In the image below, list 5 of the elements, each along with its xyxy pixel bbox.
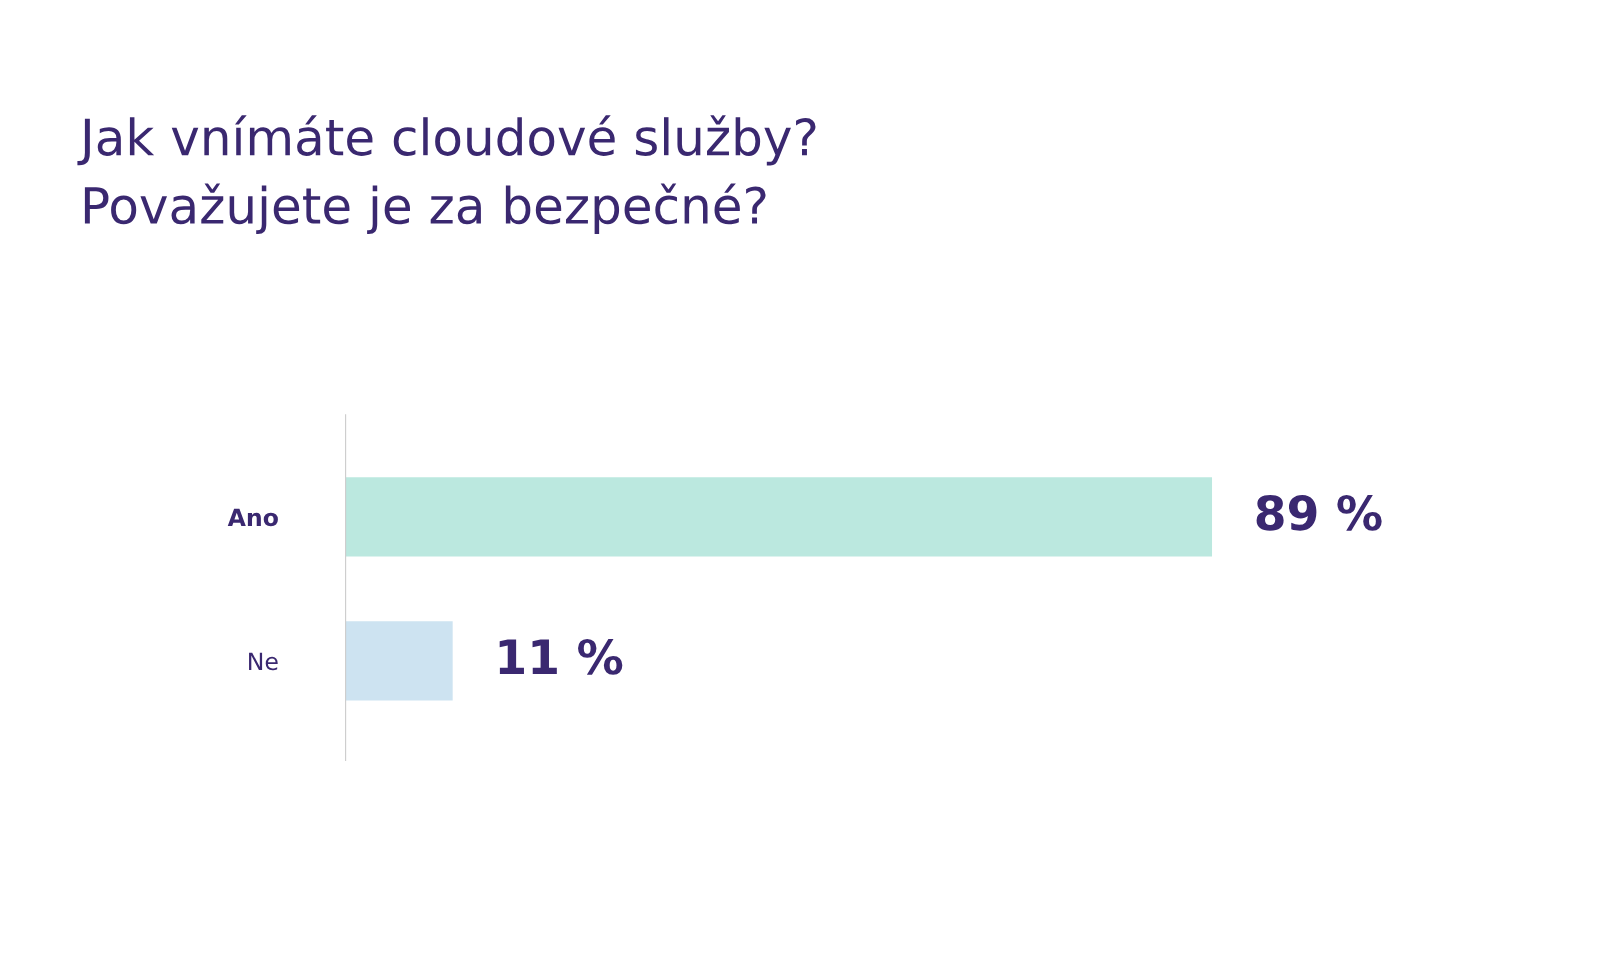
y-tick-label: Ano (227, 508, 278, 527)
chart-title: Jak vnímáte cloudové služby? Považujete je za bezpečné? (77, 115, 816, 234)
data-label: 11 % (499, 638, 623, 675)
y-tick-label: Ne (249, 652, 278, 671)
data-label: 89 % (1256, 494, 1382, 531)
